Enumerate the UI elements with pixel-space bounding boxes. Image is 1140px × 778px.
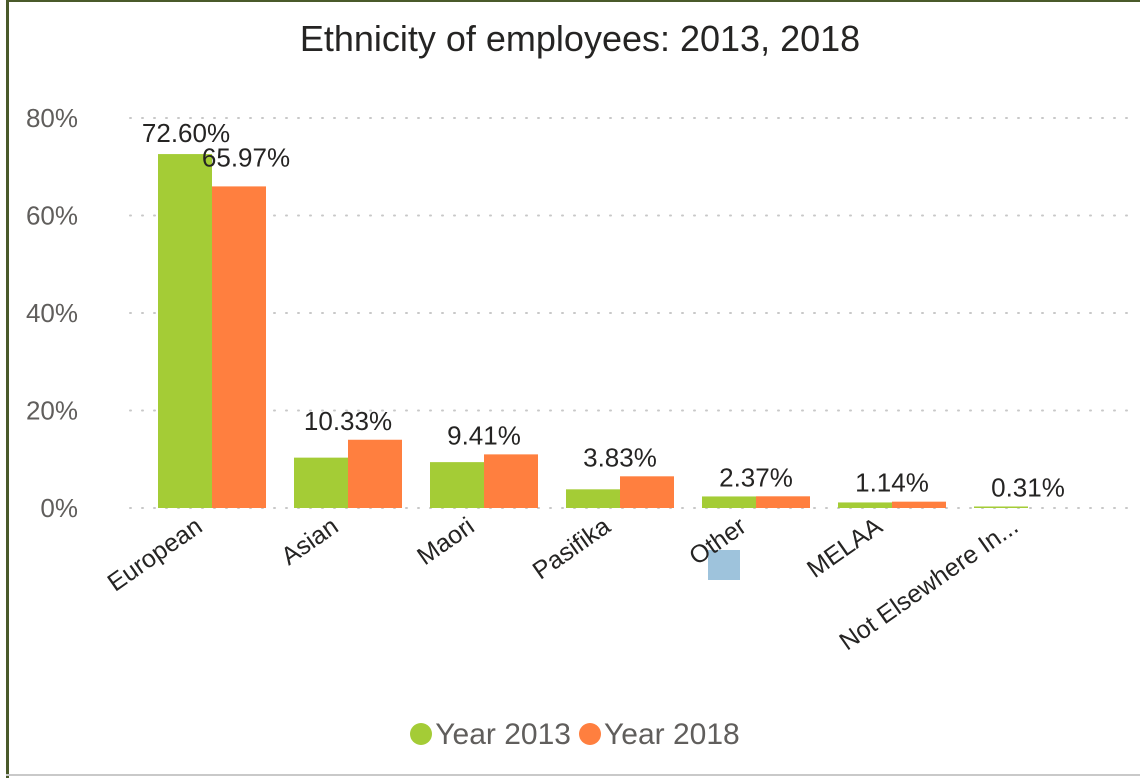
legend-item[interactable]: Year 2013 <box>410 718 571 752</box>
legend-item[interactable]: Year 2018 <box>579 718 740 752</box>
frame-bottom-border <box>6 774 1140 776</box>
y-tick-label: 80% <box>26 103 78 133</box>
category-label: Pasifika <box>528 512 616 585</box>
bar-year-2013 <box>430 462 484 508</box>
category-label: Asian <box>276 512 343 571</box>
y-tick-label: 40% <box>26 298 78 328</box>
legend-dot-icon <box>410 723 433 745</box>
bar-year-2018 <box>484 454 538 508</box>
data-label: 65.97% <box>202 142 290 172</box>
frame-left-border <box>6 0 9 778</box>
bar-year-2018 <box>212 186 266 509</box>
data-label: 3.83% <box>583 442 657 472</box>
y-tick-label: 60% <box>26 201 78 231</box>
category-label: Maori <box>412 512 479 571</box>
bar-year-2013 <box>294 457 348 508</box>
bar-year-2013 <box>838 502 892 508</box>
chart-legend[interactable]: Year 2013 Year 2018 <box>0 718 1140 752</box>
data-label: 0.31% <box>991 472 1065 502</box>
bar-year-2018 <box>348 439 402 508</box>
data-label: 2.37% <box>719 462 793 492</box>
category-highlight <box>708 550 740 580</box>
bar-year-2013 <box>974 506 1028 508</box>
bar-year-2013 <box>566 489 620 508</box>
legend-dot-icon <box>579 723 601 745</box>
category-label: European <box>103 512 208 597</box>
bar-year-2018 <box>892 501 946 508</box>
data-label: 10.33% <box>304 406 392 436</box>
data-label: 1.14% <box>855 468 929 498</box>
legend-label: Year 2013 <box>435 718 571 751</box>
y-tick-label: 20% <box>26 396 78 426</box>
bar-year-2013 <box>158 154 212 508</box>
bar-year-2018 <box>620 476 674 508</box>
category-label: MELAA <box>802 512 888 584</box>
chart-title: Ethnicity of employees: 2013, 2018 <box>299 18 861 59</box>
frame-top-border <box>6 0 1140 2</box>
y-tick-label: 0% <box>40 493 78 523</box>
bar-year-2013 <box>702 496 756 508</box>
legend-label: Year 2018 <box>604 718 740 751</box>
data-label: 9.41% <box>447 420 521 450</box>
bar-year-2018 <box>756 496 810 508</box>
data-label: 72.60% <box>142 118 230 148</box>
